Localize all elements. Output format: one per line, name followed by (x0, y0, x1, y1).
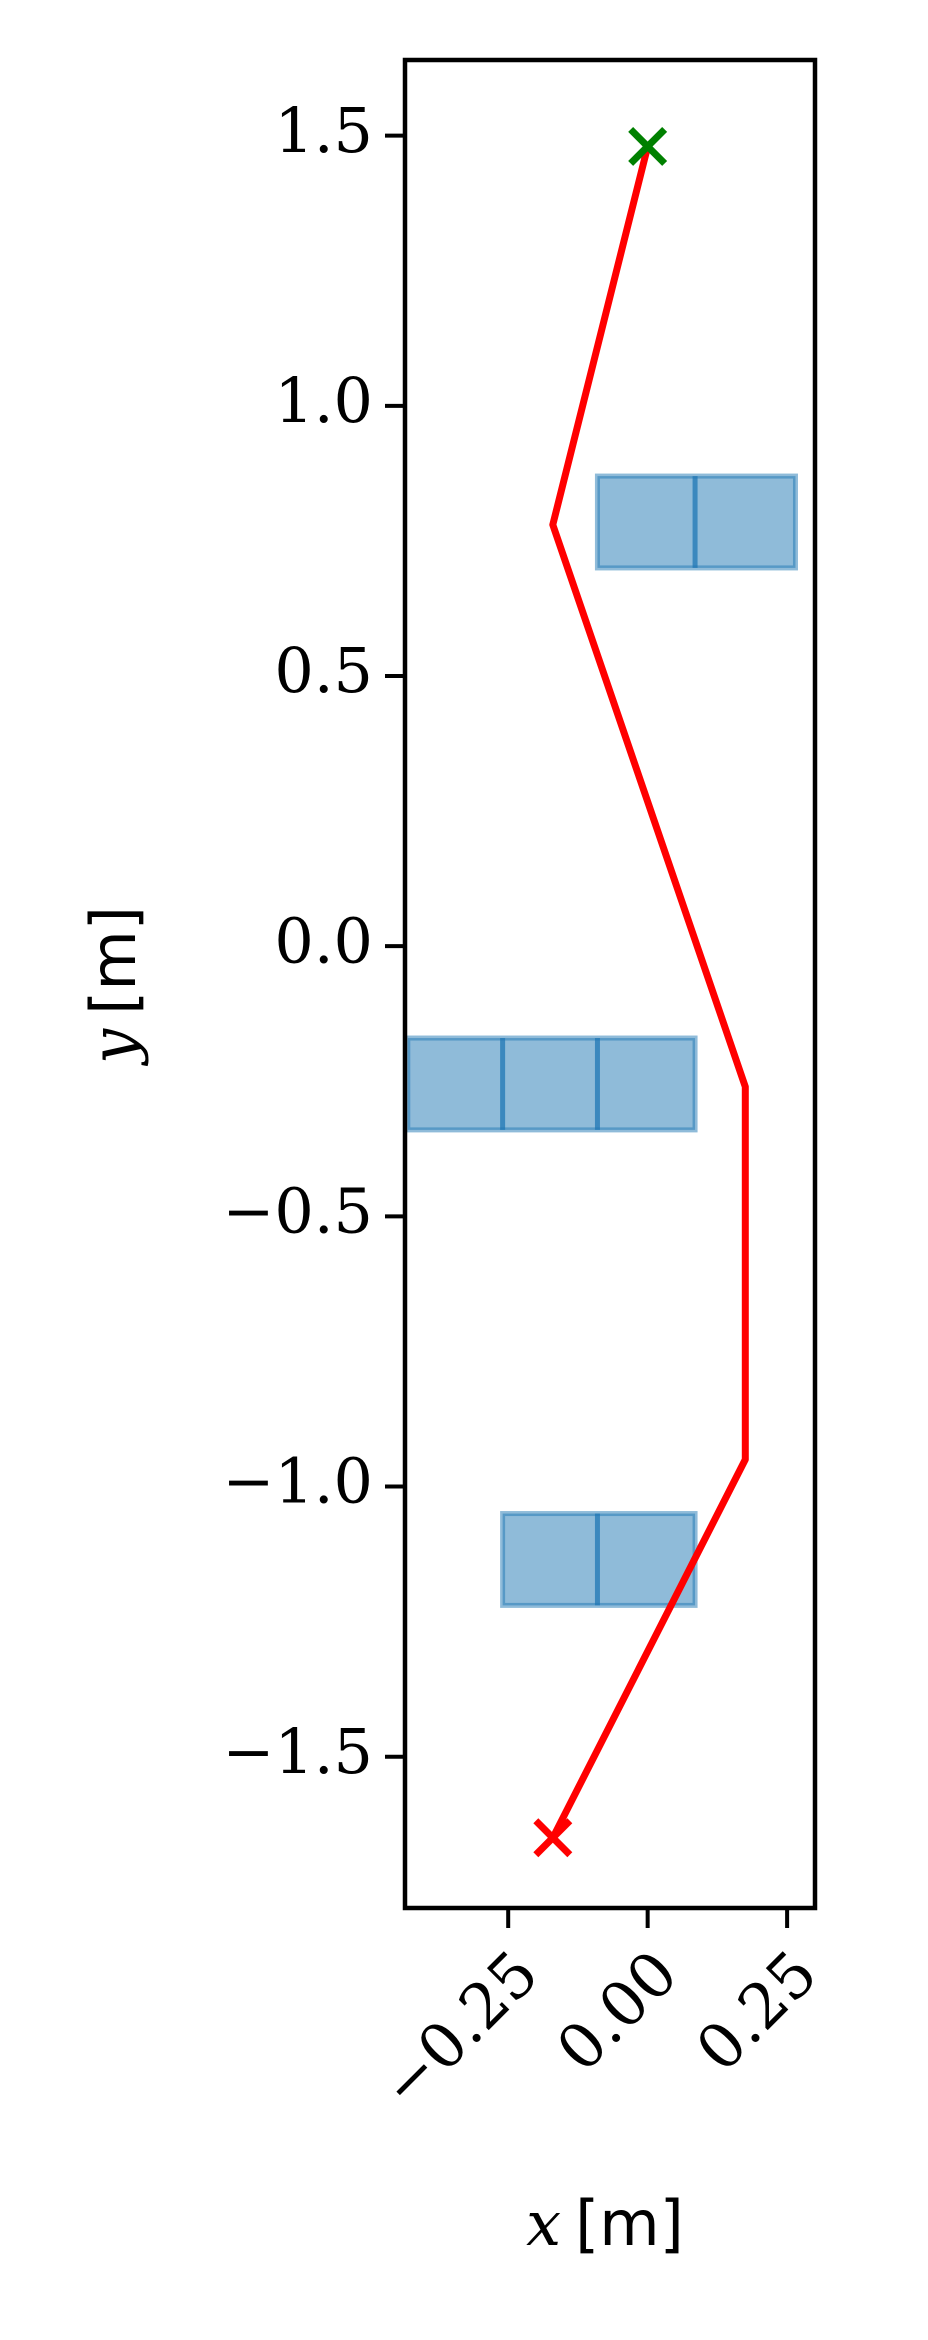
x-tick-label-3: 0.25 (682, 1936, 831, 2085)
x-axis-label: x [m] (526, 2187, 684, 2260)
y-axis-label-unit: [m] (77, 906, 150, 1015)
trajectory-line (549, 145, 749, 1840)
x-axis-ticks: −0.250.000.25 (366, 1908, 831, 2122)
y-tick-label-6: −1.0 (222, 1445, 373, 1518)
obstacle-2 (405, 1035, 698, 1133)
plot-frame (402, 57, 818, 1911)
start-marker (533, 1818, 573, 1858)
y-tick-label-5: −0.5 (222, 1174, 373, 1247)
y-axis-ticks: 1.5 1.0 0.5 0.0 −0.5 −1.0 −1.5 (222, 94, 405, 1788)
y-tick-label-3: 0.5 (274, 634, 373, 707)
path-layer (549, 145, 749, 1840)
marker-layer (533, 126, 668, 1858)
y-tick-label-2: 1.0 (274, 364, 373, 437)
x-axis-label-var: x (526, 2187, 561, 2260)
y-tick-label-7: −1.5 (222, 1715, 373, 1788)
x-axis-label-unit: [m] (575, 2187, 684, 2260)
obstacles-layer (405, 473, 798, 1608)
y-tick-label-1: 1.5 (274, 94, 373, 167)
y-axis-label: y [m] (77, 906, 150, 1067)
goal-marker-stroke-2 (628, 126, 668, 166)
start-marker-stroke-2 (533, 1818, 573, 1858)
x-tick-label-1: −0.25 (366, 1936, 552, 2122)
y-axis-label-var: y (77, 1028, 150, 1067)
x-tick-label-2: 0.00 (542, 1936, 691, 2085)
y-tick-label-4: 0.0 (274, 904, 373, 977)
goal-marker (628, 126, 668, 166)
